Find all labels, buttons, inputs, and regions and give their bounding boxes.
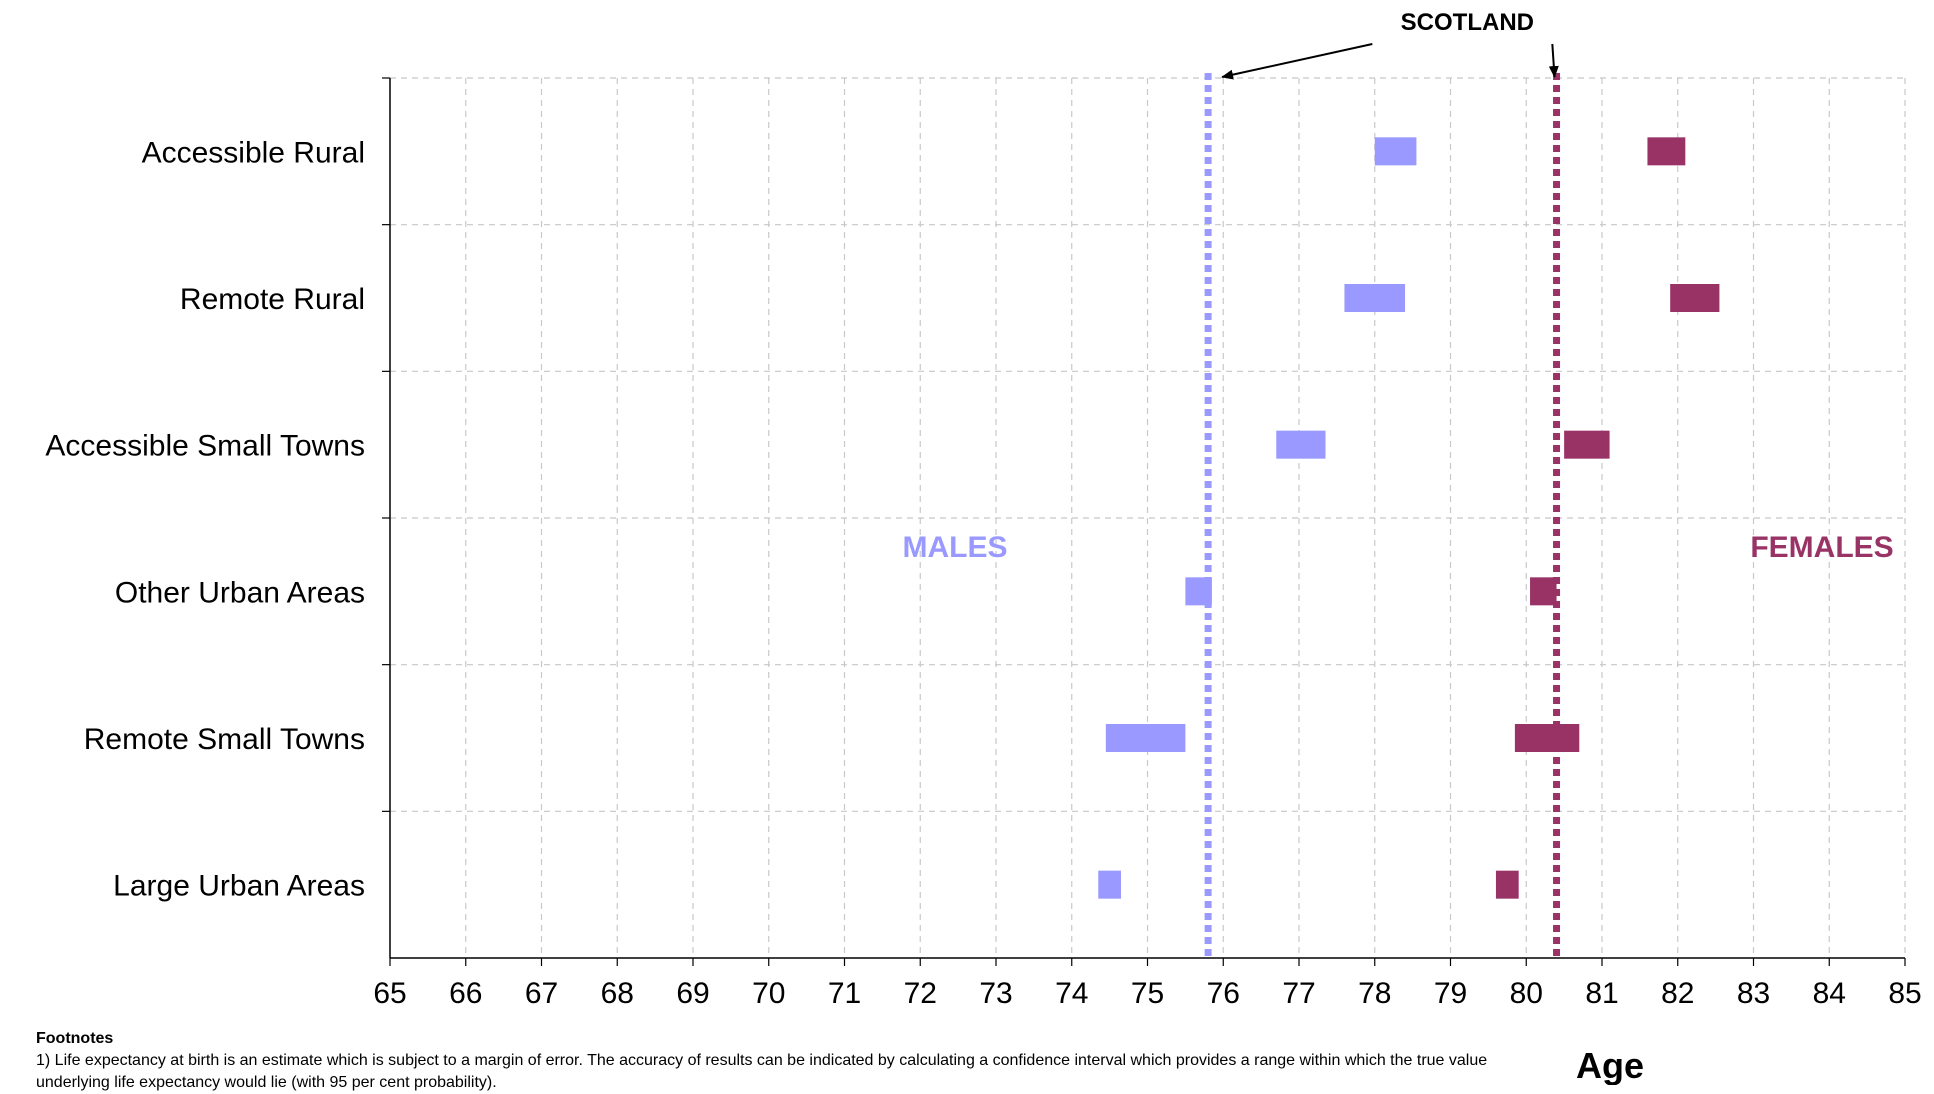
- range-bar-females: [1670, 284, 1720, 312]
- category-label: Large Urban Areas: [113, 870, 365, 903]
- x-tick-label: 78: [1358, 977, 1391, 1010]
- footnotes: Footnotes 1) Life expectancy at birth is…: [36, 1028, 1516, 1094]
- arrow-to-males-line: [1221, 43, 1373, 80]
- grid: [390, 77, 1906, 958]
- range-bar-females: [1530, 577, 1557, 606]
- males-series-label: MALES: [903, 531, 1008, 564]
- x-tick-label: 77: [1282, 977, 1315, 1010]
- x-tick-label: 70: [752, 977, 785, 1010]
- x-tick-label: 74: [1055, 977, 1088, 1010]
- x-tick-label: 81: [1585, 977, 1618, 1010]
- footnotes-title: Footnotes: [36, 1030, 114, 1047]
- x-axis-title: Age: [1576, 1045, 1644, 1085]
- x-tick-label: 83: [1737, 977, 1770, 1010]
- footnote-text: 1) Life expectancy at birth is an estima…: [36, 1052, 1488, 1091]
- scotland-label: SCOTLAND: [1401, 9, 1534, 36]
- x-tick-label: 84: [1813, 977, 1846, 1010]
- category-label: Remote Small Towns: [84, 723, 365, 756]
- x-tick-label: 80: [1510, 977, 1543, 1010]
- x-tick-label: 79: [1434, 977, 1467, 1010]
- x-tick-label: 73: [979, 977, 1012, 1010]
- range-bar-males: [1344, 284, 1406, 312]
- x-tick-label: 71: [828, 977, 861, 1010]
- range-bar-females: [1564, 430, 1610, 459]
- reference-lines: [1204, 73, 1561, 958]
- x-tick-label: 65: [373, 977, 406, 1010]
- x-tick-label: 66: [449, 977, 482, 1010]
- x-tick-label: 85: [1888, 977, 1921, 1010]
- category-label: Accessible Rural: [142, 136, 365, 169]
- x-tick-label: 76: [1207, 977, 1240, 1010]
- range-bar-females: [1495, 870, 1519, 899]
- range-bar-males: [1374, 137, 1417, 166]
- category-label: Accessible Small Towns: [45, 430, 365, 463]
- range-bar-females: [1647, 137, 1686, 166]
- x-tick-label: 72: [904, 977, 937, 1010]
- range-bar-males: [1105, 724, 1186, 752]
- labels: 65 66 67 68 69 70 71 72 73 74 75 76 77 78 79 80 81 82 83 84…: [45, 9, 1921, 1085]
- arrow-to-females-line: [1548, 43, 1559, 78]
- x-tick-label: 68: [601, 977, 634, 1010]
- range-bar-females: [1514, 724, 1580, 752]
- x-tick-label: 67: [525, 977, 558, 1010]
- range-bars: [1098, 137, 1720, 899]
- x-tick-label: 75: [1131, 977, 1164, 1010]
- x-tick-label: 82: [1661, 977, 1694, 1010]
- axes: [382, 77, 1906, 966]
- range-bar-males: [1276, 430, 1326, 459]
- category-label: Other Urban Areas: [115, 576, 365, 609]
- x-tick-label: 69: [676, 977, 709, 1010]
- females-series-label: FEMALES: [1750, 531, 1893, 564]
- range-bar-males: [1098, 870, 1121, 899]
- category-label: Remote Rural: [180, 283, 365, 316]
